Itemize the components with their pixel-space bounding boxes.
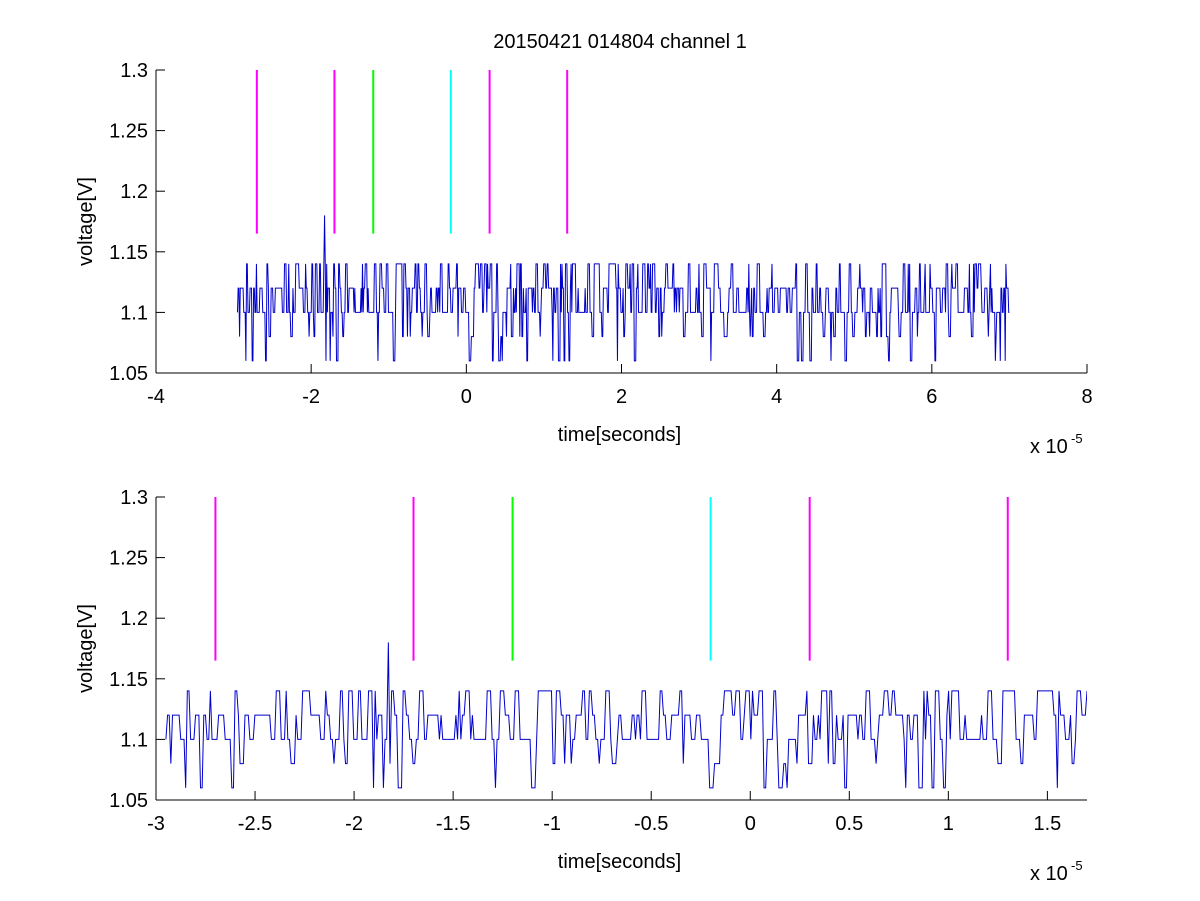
x-tick-label: -2 [345,813,363,835]
y-tick-label: 1.2 [120,181,148,203]
y-tick-label: 1.3 [120,60,148,82]
chart-title: 20150421 014804 channel 1 [493,31,747,53]
x-tick-label: 1 [943,813,954,835]
y-tick-label: 1.15 [109,242,148,264]
x-tick-label: -2.5 [238,813,272,835]
x-tick-label: -1.5 [436,813,470,835]
x-tick-label: -0.5 [634,813,668,835]
x-tick-label: 6 [926,386,937,408]
x-tick-label: -4 [147,386,165,408]
y-tick-label: 1.2 [120,608,148,630]
y-tick-label: 1.05 [109,363,148,385]
y-tick-label: 1.1 [120,729,148,751]
x-exponent-label: x 10 [1030,863,1068,885]
y-axis-label: voltage[V] [75,177,97,266]
x-tick-label: 0.5 [835,813,863,835]
x-tick-label: 4 [771,386,782,408]
x-tick-label: -3 [147,813,165,835]
y-axis-label: voltage[V] [75,604,97,693]
x-tick-label: 0 [461,386,472,408]
x-tick-label: -2 [302,386,320,408]
x-tick-label: 2 [616,386,627,408]
y-tick-label: 1.25 [109,121,148,143]
y-tick-label: 1.15 [109,669,148,691]
x-axis-label: time[seconds] [558,851,681,873]
x-exponent-label: x 10 [1030,436,1068,458]
x-axis-label: time[seconds] [558,424,681,446]
x-exponent-superscript: -5 [1071,431,1083,446]
y-tick-label: 1.05 [109,790,148,812]
y-tick-label: 1.25 [109,548,148,570]
signal-trace [236,215,1010,362]
y-tick-label: 1.3 [120,487,148,509]
bottom-plot-panel: 1.05 1.1 1.15 1.2 1.25 1.3 -3 -2.5 -2 -1.5 -1 -0.5 0… [75,487,1087,885]
top-plot-panel: 1.05 1.1 1.15 1.2 1.25 1.3 -4 -2 0 2 4 6 8 time[secon… [75,60,1093,458]
y-tick-label: 1.1 [120,302,148,324]
x-tick-label: -1 [543,813,561,835]
x-exponent-superscript: -5 [1071,858,1083,873]
x-tick-label: 8 [1081,386,1092,408]
signal-trace [165,642,1087,789]
x-tick-label: 1.5 [1033,813,1061,835]
x-tick-label: 0 [745,813,756,835]
